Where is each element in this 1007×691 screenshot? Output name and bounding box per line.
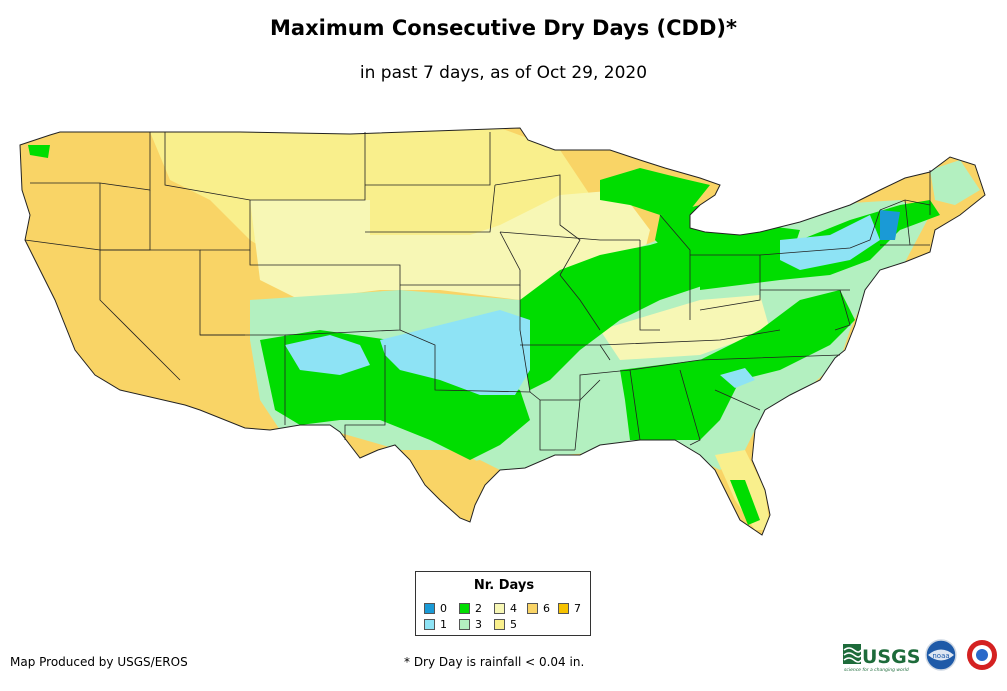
legend-title: Nr. Days: [473, 578, 535, 593]
legend-label: 4: [510, 602, 517, 615]
legend-swatch: [459, 619, 470, 630]
noaa-wordmark: noaa: [932, 652, 949, 660]
state-boundaries: [24, 132, 931, 451]
legend-label: 1: [440, 618, 447, 631]
legend-label: 7: [574, 602, 581, 615]
legend-label: 2: [475, 602, 482, 615]
legend-swatch: [424, 603, 435, 614]
agency-logos: USGS science for a changing world noaa: [843, 639, 997, 673]
legend-swatch: [527, 603, 538, 614]
producer-credit: Map Produced by USGS/EROS: [10, 655, 188, 669]
legend-label: 6: [543, 602, 550, 615]
legend-label: 0: [440, 602, 447, 615]
legend-label: 3: [475, 618, 482, 631]
legend-swatch: [558, 603, 569, 614]
usgs-logo: USGS science for a changing world: [843, 644, 920, 673]
usgs-tagline: science for a changing world: [844, 667, 909, 673]
map-subtitle: in past 7 days, as of Oct 29, 2020: [359, 63, 648, 83]
legend-label: 5: [510, 618, 517, 631]
legend-swatch: [424, 619, 435, 630]
map-title: Maximum Consecutive Dry Days (CDD)*: [270, 16, 737, 40]
legend-swatch: [494, 619, 505, 630]
legend: Nr. Days 0 1 2 3 4 5 6 7: [415, 571, 591, 636]
usgs-wordmark: USGS: [862, 646, 920, 668]
dry-day-footnote: * Dry Day is rainfall < 0.04 in.: [404, 655, 585, 669]
nws-logo: [967, 640, 997, 670]
legend-swatch: [494, 603, 505, 614]
noaa-logo: noaa: [925, 639, 957, 671]
legend-swatch: [459, 603, 470, 614]
